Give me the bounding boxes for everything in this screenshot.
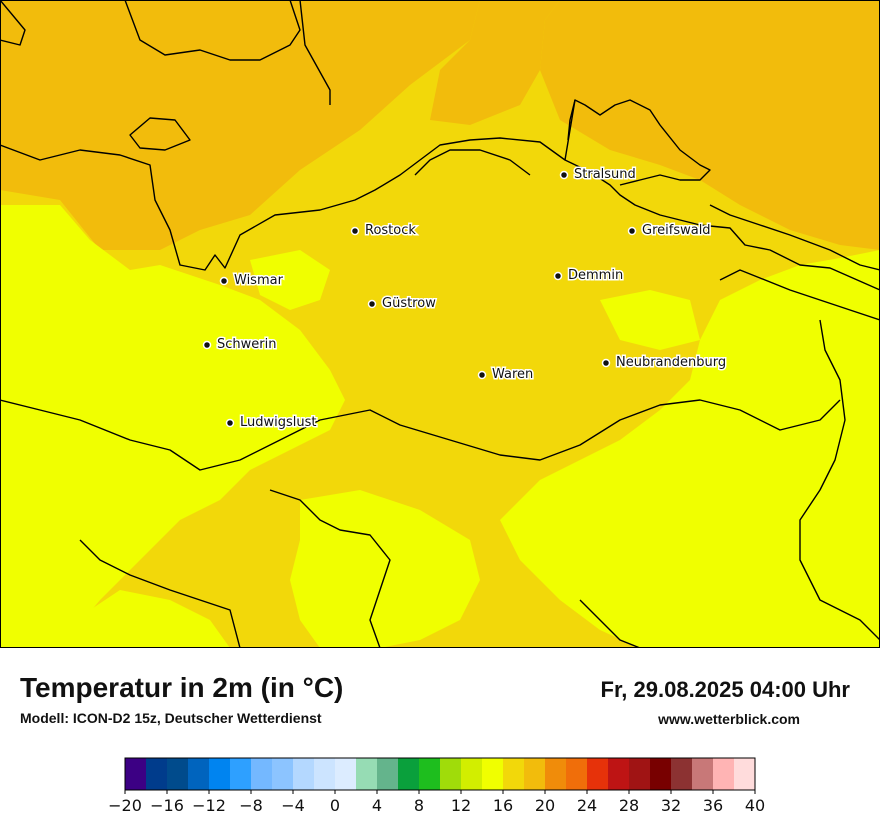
svg-text:Wismar: Wismar xyxy=(234,273,284,288)
colorbar-segment xyxy=(146,758,168,790)
colorbar-segment xyxy=(461,758,483,790)
border-state-southwest xyxy=(269,489,391,648)
colorbar-segment xyxy=(419,758,441,790)
website-link[interactable]: www.wetterblick.com xyxy=(658,711,800,727)
colorbar-segment xyxy=(167,758,189,790)
colorbar-tick-label: −20 xyxy=(108,796,142,815)
coastline-wollin xyxy=(719,269,880,321)
warm-zone-northwest xyxy=(0,0,480,250)
colorbar-segment xyxy=(272,758,294,790)
temperature-colorbar: −20 −16 −12 −8 −4 0 4 8 12 16 20 24 28 32 36 40 xyxy=(0,750,880,830)
colorbar-segment xyxy=(335,758,357,790)
colorbar-tick-label: 4 xyxy=(372,796,382,815)
colorbar-tick-label: 28 xyxy=(619,796,639,815)
coastline-hiddensee xyxy=(567,99,576,141)
cool-zone-center-east xyxy=(600,290,700,350)
temperature-map: Stralsund Rostock Greifswald Wismar Demm… xyxy=(0,0,880,648)
colorbar-tick-label: 8 xyxy=(414,796,424,815)
coastline-mainland xyxy=(0,137,880,291)
colorbar-segment xyxy=(503,758,525,790)
colorbar-segment xyxy=(566,758,588,790)
city-rostock: Rostock xyxy=(350,222,418,240)
border-state-southwest-2 xyxy=(79,539,241,648)
svg-text:Güstrow: Güstrow xyxy=(382,296,436,311)
colorbar-segment xyxy=(251,758,273,790)
warm-zone-sea-middle xyxy=(430,0,560,125)
colorbar-segment xyxy=(482,758,504,790)
colorbar-segment xyxy=(713,758,735,790)
border-germany-poland xyxy=(799,319,880,641)
cool-zone-west xyxy=(0,205,345,648)
colorbar-segment xyxy=(650,758,672,790)
colorbar-tick-label: 20 xyxy=(535,796,555,815)
colorbar-segment xyxy=(608,758,630,790)
coastline-ruegen xyxy=(564,99,711,186)
colorbar-segment xyxy=(671,758,693,790)
city-greifswald: Greifswald xyxy=(627,222,712,240)
colorbar-tick-label: 40 xyxy=(745,796,765,815)
colorbar-tick-label: 32 xyxy=(661,796,681,815)
colorbar-tick-label: 24 xyxy=(577,796,597,815)
svg-text:Schwerin: Schwerin xyxy=(217,337,276,352)
coastline-falster xyxy=(124,0,301,61)
city-guestrow: Güstrow xyxy=(367,295,438,313)
colorbar-segment xyxy=(125,758,147,790)
border-state-southeast xyxy=(579,599,641,648)
footer-panel xyxy=(0,648,880,830)
city-waren: Waren xyxy=(477,366,535,384)
colorbar-tick-label: −4 xyxy=(281,796,305,815)
city-stralsund: Stralsund xyxy=(559,166,637,184)
colorbar-segment xyxy=(587,758,609,790)
coastline-usedom xyxy=(709,204,880,271)
svg-text:Stralsund: Stralsund xyxy=(574,167,636,182)
city-neubrandenburg: Neubrandenburg xyxy=(601,354,728,372)
coastline-lolland xyxy=(0,0,26,46)
city-wismar: Wismar xyxy=(219,272,285,290)
city-ludwigslust: Ludwigslust xyxy=(225,414,318,432)
cool-zone-east xyxy=(500,250,880,648)
city-schwerin: Schwerin xyxy=(202,336,278,354)
colorbar-segment xyxy=(356,758,378,790)
colorbar-segment xyxy=(734,758,756,790)
coastline-fehmarn xyxy=(129,117,191,151)
svg-text:Demmin: Demmin xyxy=(568,268,623,283)
colorbar-segment xyxy=(188,758,210,790)
coastline-mon xyxy=(299,0,331,105)
colorbar-segment xyxy=(629,758,651,790)
cool-zone-center xyxy=(250,250,330,310)
colorbar-tick-label: 16 xyxy=(493,796,513,815)
warm-zone-northeast xyxy=(540,0,880,250)
colorbar-segment xyxy=(377,758,399,790)
svg-text:Rostock: Rostock xyxy=(365,223,416,238)
colorbar-tick-label: 36 xyxy=(703,796,723,815)
colorbar-tick-label: −12 xyxy=(192,796,226,815)
colorbar-tick-label: 0 xyxy=(330,796,340,815)
colorbar-tick-label: −8 xyxy=(239,796,263,815)
colorbar-segment xyxy=(692,758,714,790)
colorbar-segment xyxy=(230,758,252,790)
colorbar-segment xyxy=(524,758,546,790)
colorbar-segment xyxy=(398,758,420,790)
svg-text:Greifswald: Greifswald xyxy=(642,223,711,238)
colorbar-segment xyxy=(293,758,315,790)
colorbar-frame xyxy=(124,757,756,791)
city-demmin: Demmin xyxy=(553,267,625,285)
colorbar-segment xyxy=(314,758,336,790)
colorbar-tick-label: −16 xyxy=(150,796,184,815)
svg-text:Ludwigslust: Ludwigslust xyxy=(240,415,317,430)
forecast-datetime: Fr, 29.08.2025 04:00 Uhr xyxy=(600,677,851,702)
colorbar-segment xyxy=(545,758,567,790)
model-source: Modell: ICON-D2 15z, Deutscher Wetterdie… xyxy=(20,710,322,726)
svg-text:Neubrandenburg: Neubrandenburg xyxy=(616,355,726,370)
colorbar-tick-label: 12 xyxy=(451,796,471,815)
coastline-darss xyxy=(414,149,531,176)
map-title: Temperatur in 2m (in °C) xyxy=(20,672,344,703)
colorbar-segment xyxy=(209,758,231,790)
border-state-south xyxy=(0,399,841,471)
svg-text:Waren: Waren xyxy=(492,367,533,382)
colorbar-segment xyxy=(440,758,462,790)
cool-zone-southwest xyxy=(60,590,230,648)
